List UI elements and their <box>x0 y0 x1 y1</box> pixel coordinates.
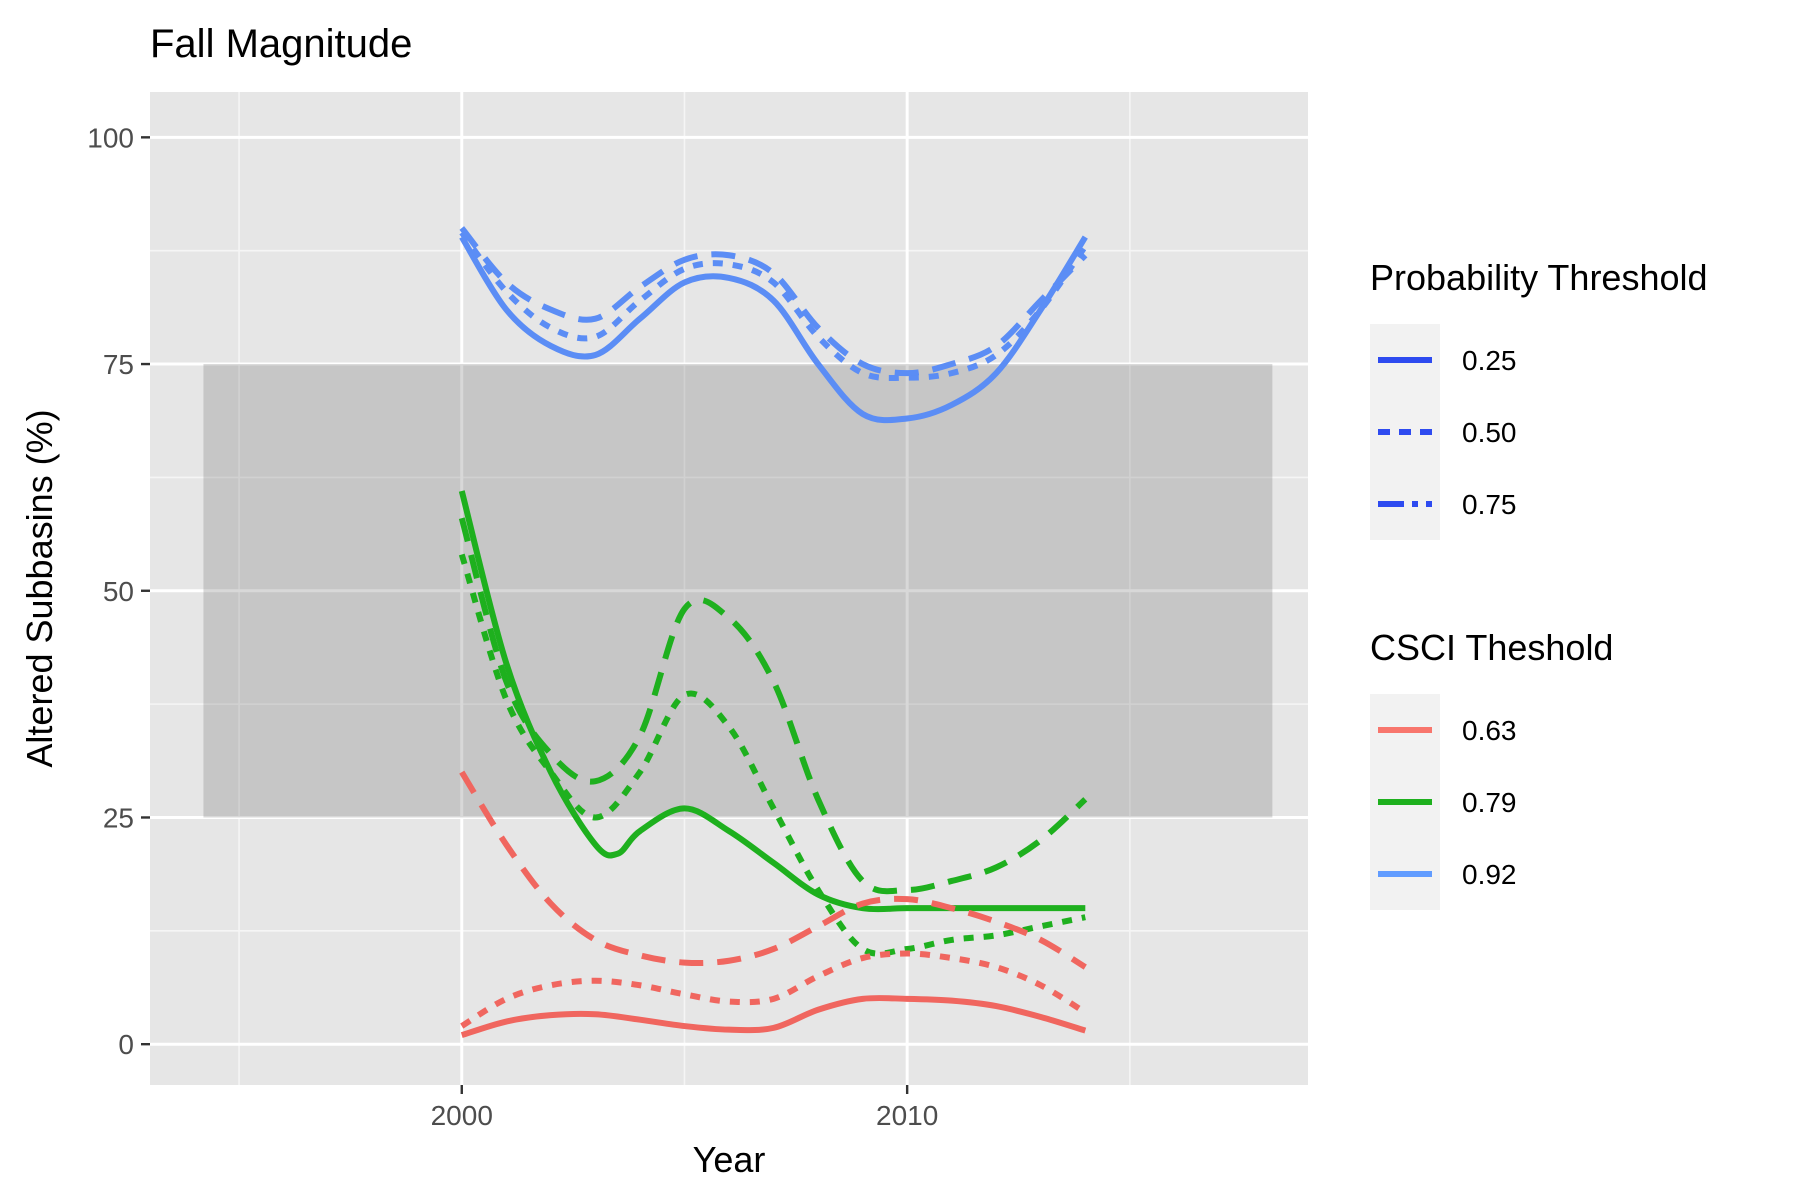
x-tick-label: 2010 <box>876 1100 938 1131</box>
x-tick-label: 2000 <box>431 1100 493 1131</box>
y-tick-label: 25 <box>103 802 134 833</box>
legend-label: 0.63 <box>1462 715 1517 746</box>
legend-label: 0.75 <box>1462 489 1517 520</box>
legend-title: Probability Threshold <box>1370 257 1708 298</box>
x-axis-title: Year <box>693 1139 766 1180</box>
series-group <box>458 226 1088 1038</box>
chart-title: Fall Magnitude <box>150 22 412 66</box>
series-line-csci-0.79-prob-0.50 <box>458 553 1086 957</box>
series-line-csci-0.92-prob-0.75 <box>459 226 1088 377</box>
plot-panel <box>150 92 1308 1085</box>
series-line-csci-0.92-prob-0.25 <box>459 235 1088 424</box>
legend-label: 0.92 <box>1462 859 1517 890</box>
series-line-csci-0.63-prob-0.75 <box>459 770 1087 970</box>
y-tick-label: 75 <box>103 349 134 380</box>
legends: Probability Threshold 0.25 0.50 0.75 CSCI Th… <box>1370 257 1708 910</box>
legend-label: 0.25 <box>1462 345 1517 376</box>
legend-label: 0.50 <box>1462 417 1517 448</box>
legend-label: 0.79 <box>1462 787 1517 818</box>
series-line-csci-0.63-prob-0.25 <box>460 994 1087 1038</box>
legend-title: CSCI Theshold <box>1370 627 1613 668</box>
y-tick-label: 0 <box>118 1029 134 1060</box>
reference-band <box>203 364 1273 818</box>
y-tick-label: 100 <box>87 122 134 153</box>
axes: 0 25 50 75 100 2000 2010 <box>87 122 938 1131</box>
series-line-csci-0.92-prob-0.50 <box>459 230 1088 382</box>
y-axis-title: Altered Subbasins (%) <box>19 409 60 767</box>
series-line-csci-0.63-prob-0.50 <box>460 950 1087 1029</box>
series-line-csci-0.79-prob-0.75 <box>458 517 1088 895</box>
y-tick-label: 50 <box>103 576 134 607</box>
